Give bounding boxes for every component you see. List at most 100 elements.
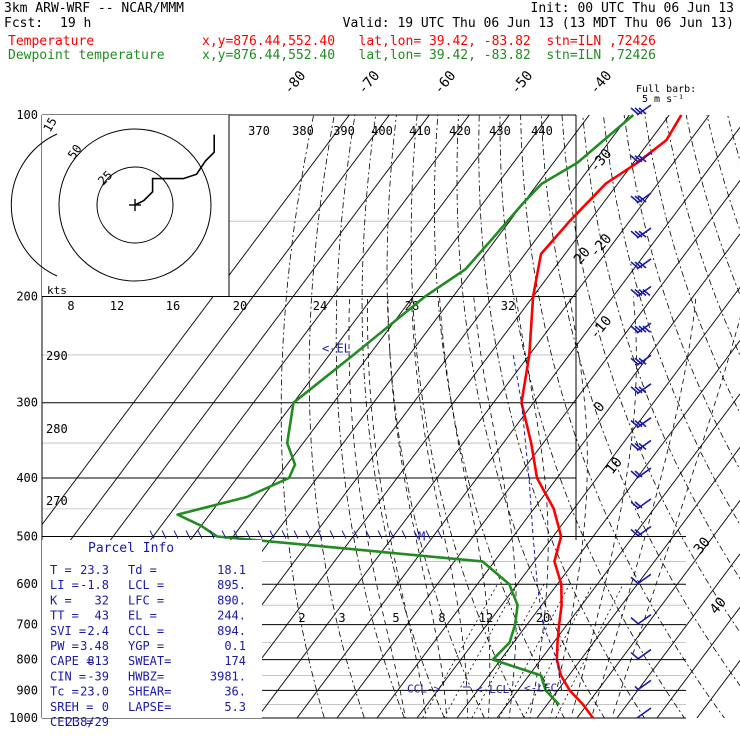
wind-barb-flag [630, 442, 639, 451]
theta-label: 440 [531, 124, 553, 138]
parcel-tick [245, 530, 251, 539]
moist-adiabat-line [515, 296, 549, 718]
dry-adiabat-line [603, 115, 740, 526]
pressure-tick-label: 200 [16, 290, 38, 304]
moist-adiabat-line [473, 296, 517, 718]
parcel-info-key: LAPSE= [128, 700, 171, 714]
dry-adiabat-line [410, 115, 525, 718]
parcel-tick [209, 530, 215, 539]
el-marker: <-EL [322, 342, 351, 356]
parcel-info-key: HWBZ= [128, 669, 164, 683]
wind-barb-flag [634, 261, 643, 269]
parcel-info-key: Td = [128, 563, 157, 577]
parcel-tick [437, 530, 443, 539]
parcel-tick [341, 530, 347, 539]
wind-barb-staff [636, 285, 652, 298]
mixing-ratio-line [443, 584, 518, 718]
wind-barb-staff [636, 258, 652, 270]
wind-barb-staff [636, 648, 652, 661]
parcel-info-value: 5.3 [224, 700, 246, 714]
isotherm-label: -80 [281, 68, 310, 98]
dry-adiabat-label: 290 [46, 349, 68, 363]
mixing-ratio-label: 5 [392, 611, 399, 625]
parcel-info-key: T = [50, 563, 72, 577]
parcel-info-value: 894. [217, 624, 246, 638]
parcel-info-title: Parcel Info [88, 541, 174, 556]
dry-adiabat-line [456, 115, 605, 718]
wind-barb-flag [630, 155, 639, 163]
theta-label: 420 [449, 124, 471, 138]
hodograph-outer-ring [10, 133, 58, 277]
pressure-tick-label: 400 [16, 471, 38, 485]
parcel-info-key: CIN = [50, 669, 86, 683]
wind-barb-flag [642, 288, 651, 297]
isotherm-label: 10 [603, 454, 626, 477]
model-title: 3km ARW-WRF -- NCAR/MMM [4, 1, 185, 16]
parcel-info-key: LI = [50, 578, 79, 592]
isotherm-line [456, 339, 740, 718]
parcel-info-key: PW = [50, 639, 79, 653]
init-time: Init: 00 UTC Thu 06 Jun 13 [530, 1, 735, 16]
isotherm-line [376, 233, 740, 718]
barb-legend-value: 5 m s⁻¹ [642, 94, 685, 105]
parcel-info-key: SHEAR= [128, 685, 171, 699]
wind-barb-staff [636, 707, 652, 719]
parcel-tick [233, 530, 239, 539]
pressure-tick-label: 900 [16, 683, 38, 697]
parcel-info-value: 23.3 [80, 563, 109, 577]
hodograph-unit-label: kts [47, 284, 67, 297]
wind-barb-flag [630, 651, 639, 660]
isotherm-line [496, 393, 740, 718]
parcel-tick [353, 530, 359, 539]
isotherm-line [616, 553, 740, 718]
isotherm-label: 30 [691, 534, 714, 557]
parcel-info-key: SREH = [50, 700, 93, 714]
moist-adiabat-line [611, 317, 740, 718]
theta-label: 400 [371, 124, 393, 138]
parcel-info-key: K = [50, 593, 72, 607]
wind-barb-flag [638, 230, 647, 238]
theta-label: 410 [409, 124, 431, 138]
isotherm-label: -60 [431, 68, 460, 98]
wind-barb-flag [638, 288, 647, 297]
wind-barb-flag [638, 195, 647, 203]
m-marker: M [418, 529, 425, 543]
parcel-tick [221, 530, 227, 539]
moist-adiabat-line [348, 296, 406, 718]
mixing-ratio-line [422, 584, 498, 718]
parcel-info-key: TT = [50, 609, 79, 623]
wind-barb-staff [636, 152, 652, 164]
wind-barb-staff [636, 439, 652, 452]
wind-barb-flag [634, 442, 643, 451]
wind-barb-flag [638, 155, 647, 163]
pressure-tick-label: 100 [16, 108, 38, 122]
isotherm-label: -40 [587, 68, 616, 98]
pressure-tick-label: 800 [16, 653, 38, 667]
hodograph-ring-label: 15 [40, 115, 59, 135]
parcel-info-value: 2.4 [87, 624, 109, 638]
wind-barb-staff [636, 104, 652, 116]
dewpoint-location: x,y=876.44,552.40 lat,lon= 39.42, -83.82… [202, 48, 656, 63]
mixing-ratio-label: 12 [479, 611, 493, 625]
wind-barb-flag [634, 288, 643, 297]
parcel-info-background [42, 540, 262, 718]
wind-barb-flag [634, 470, 643, 478]
parcel-tick [329, 530, 335, 539]
dry-adiabat-label: 270 [46, 494, 68, 508]
isotherm-label: -70 [355, 68, 384, 98]
valid-time: Valid: 19 UTC Thu 06 Jun 13 (13 MDT Thu … [342, 16, 734, 31]
wind-barb-staff [636, 322, 652, 334]
fcst-label: Fcst: [4, 16, 44, 31]
dewpoint-legend: Dewpoint temperature [8, 48, 165, 63]
wind-barb-flag [634, 230, 643, 238]
parcel-info-value: 3981. [210, 669, 246, 683]
wind-barb-staff [636, 525, 652, 538]
isotherm-label: 40 [707, 594, 730, 617]
wind-barb-flag [630, 261, 639, 269]
parcel-info-key: LCL = [128, 578, 164, 592]
parcel-info-value: -1.8 [80, 578, 109, 592]
wind-barb-flag [630, 230, 639, 238]
parcel-tick [425, 530, 431, 539]
wind-barb-flag [630, 616, 639, 625]
mixing-ratio-label: 2 [298, 611, 305, 625]
